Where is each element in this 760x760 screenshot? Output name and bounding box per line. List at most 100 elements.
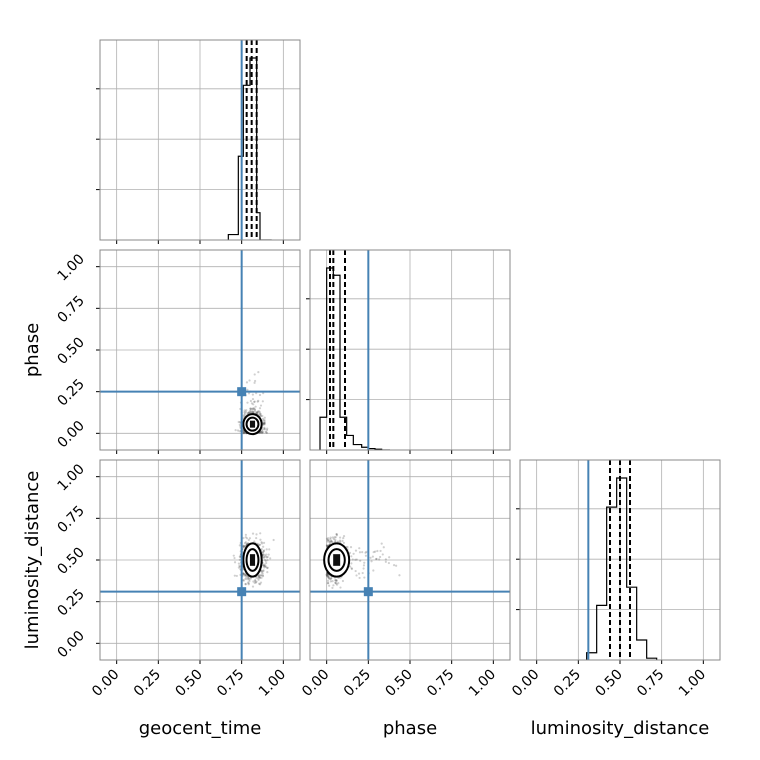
scatter-point [335, 583, 339, 586]
scatter-point [258, 582, 261, 585]
scatter-point [257, 399, 260, 402]
scatter-point [253, 408, 256, 411]
scatter-point [245, 381, 249, 384]
ytick-label-3: 0.75 [54, 293, 87, 326]
scatter-point [262, 545, 265, 548]
scatter-point [249, 407, 252, 410]
scatter-point [375, 557, 378, 561]
scatter-point [253, 400, 256, 404]
panel-content [100, 250, 300, 450]
scatter-point [327, 537, 330, 540]
scatter-point [349, 546, 353, 549]
scatter-point [381, 553, 384, 556]
scatter-point [242, 432, 245, 435]
scatter-point [334, 536, 337, 539]
scatter-point [252, 403, 255, 406]
scatter-point [253, 373, 256, 376]
scatter-point [334, 538, 337, 541]
scatter-point [327, 576, 330, 579]
scatter-point [352, 552, 355, 555]
scatter-point [350, 555, 353, 558]
xtick-label-4: 1.00 [466, 666, 499, 699]
scatter-point [266, 566, 269, 569]
scatter-point [265, 561, 268, 565]
scatter-point [256, 411, 259, 414]
scatter-point [264, 559, 267, 563]
scatter-point [253, 540, 256, 543]
scatter-point [251, 532, 255, 535]
scatter-point [358, 576, 361, 580]
scatter-point [262, 422, 266, 425]
scatter-point [388, 556, 391, 559]
scatter-point [244, 582, 247, 586]
scatter-point [232, 554, 235, 557]
scatter-point [330, 576, 333, 580]
scatter-point [256, 577, 260, 580]
scatter-point [260, 570, 264, 573]
panel-content [100, 460, 300, 660]
scatter-point [259, 412, 262, 415]
scatter-point [330, 539, 333, 542]
scatter-point [325, 573, 328, 576]
scatter-point [350, 562, 353, 565]
scatter-point [342, 536, 345, 540]
scatter-point [333, 536, 336, 539]
scatter-point [357, 572, 361, 575]
scatter-point [247, 583, 250, 586]
scatter-point [331, 536, 334, 539]
scatter-point [262, 569, 265, 572]
truth-marker [237, 387, 247, 397]
scatter-point [262, 564, 266, 568]
scatter-point [260, 571, 263, 574]
scatter-point [329, 580, 332, 583]
scatter-point [242, 431, 246, 434]
scatter-point [326, 539, 329, 542]
ytick-label-1: 0.25 [54, 586, 87, 619]
scatter-point [256, 411, 259, 414]
scatter-point [362, 567, 365, 570]
scatter-point [334, 581, 337, 584]
scatter-point [250, 402, 254, 405]
xtick-label-4: 1.00 [676, 666, 709, 699]
scatter-point [237, 420, 240, 424]
scatter-point [243, 411, 246, 414]
scatter-point [249, 577, 253, 580]
scatter-point [265, 428, 269, 432]
scatter-point [257, 575, 260, 578]
scatter-point [259, 532, 262, 535]
scatter-point [328, 576, 331, 580]
scatter-point [334, 579, 337, 582]
scatter-point [263, 428, 266, 431]
scatter-point [237, 566, 241, 569]
scatter-point [338, 536, 342, 539]
scatter-point [262, 556, 265, 559]
scatter-point [261, 430, 264, 433]
scatter-point [258, 543, 262, 546]
scatter-point [327, 577, 331, 580]
scatter-point [242, 572, 245, 576]
scatter-point [255, 411, 258, 414]
scatter-point [252, 410, 255, 414]
scatter-point [350, 567, 353, 571]
scatter-point [337, 582, 340, 585]
scatter-point [256, 400, 259, 403]
scatter-point [257, 578, 260, 581]
scatter-point [327, 575, 330, 578]
scatter-point [261, 551, 265, 554]
scatter-point [245, 409, 248, 412]
scatter-point [257, 575, 260, 579]
scatter-point [245, 574, 248, 577]
scatter-point [238, 564, 241, 567]
scatter-point [242, 544, 245, 547]
scatter-point [251, 410, 254, 413]
scatter-point [362, 564, 366, 567]
scatter-point [384, 558, 387, 561]
scatter-point [238, 555, 241, 558]
scatter-point [263, 566, 266, 569]
scatter-point [260, 574, 263, 577]
scatter-point [398, 574, 401, 577]
xlabel-luminosity-distance: luminosity_distance [531, 718, 710, 739]
scatter-point [263, 426, 266, 429]
scatter-point [255, 533, 258, 536]
